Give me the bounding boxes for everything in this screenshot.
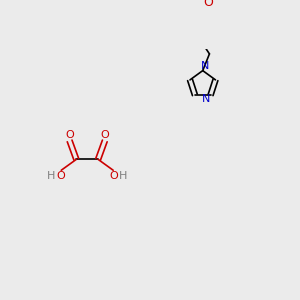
Text: H: H [47,171,56,181]
Text: H: H [119,171,128,181]
Text: O: O [100,130,109,140]
Text: O: O [56,171,65,181]
Text: N: N [202,94,211,104]
Text: O: O [110,171,118,181]
Text: O: O [65,130,74,140]
Text: N: N [201,61,209,71]
Text: O: O [204,0,214,9]
